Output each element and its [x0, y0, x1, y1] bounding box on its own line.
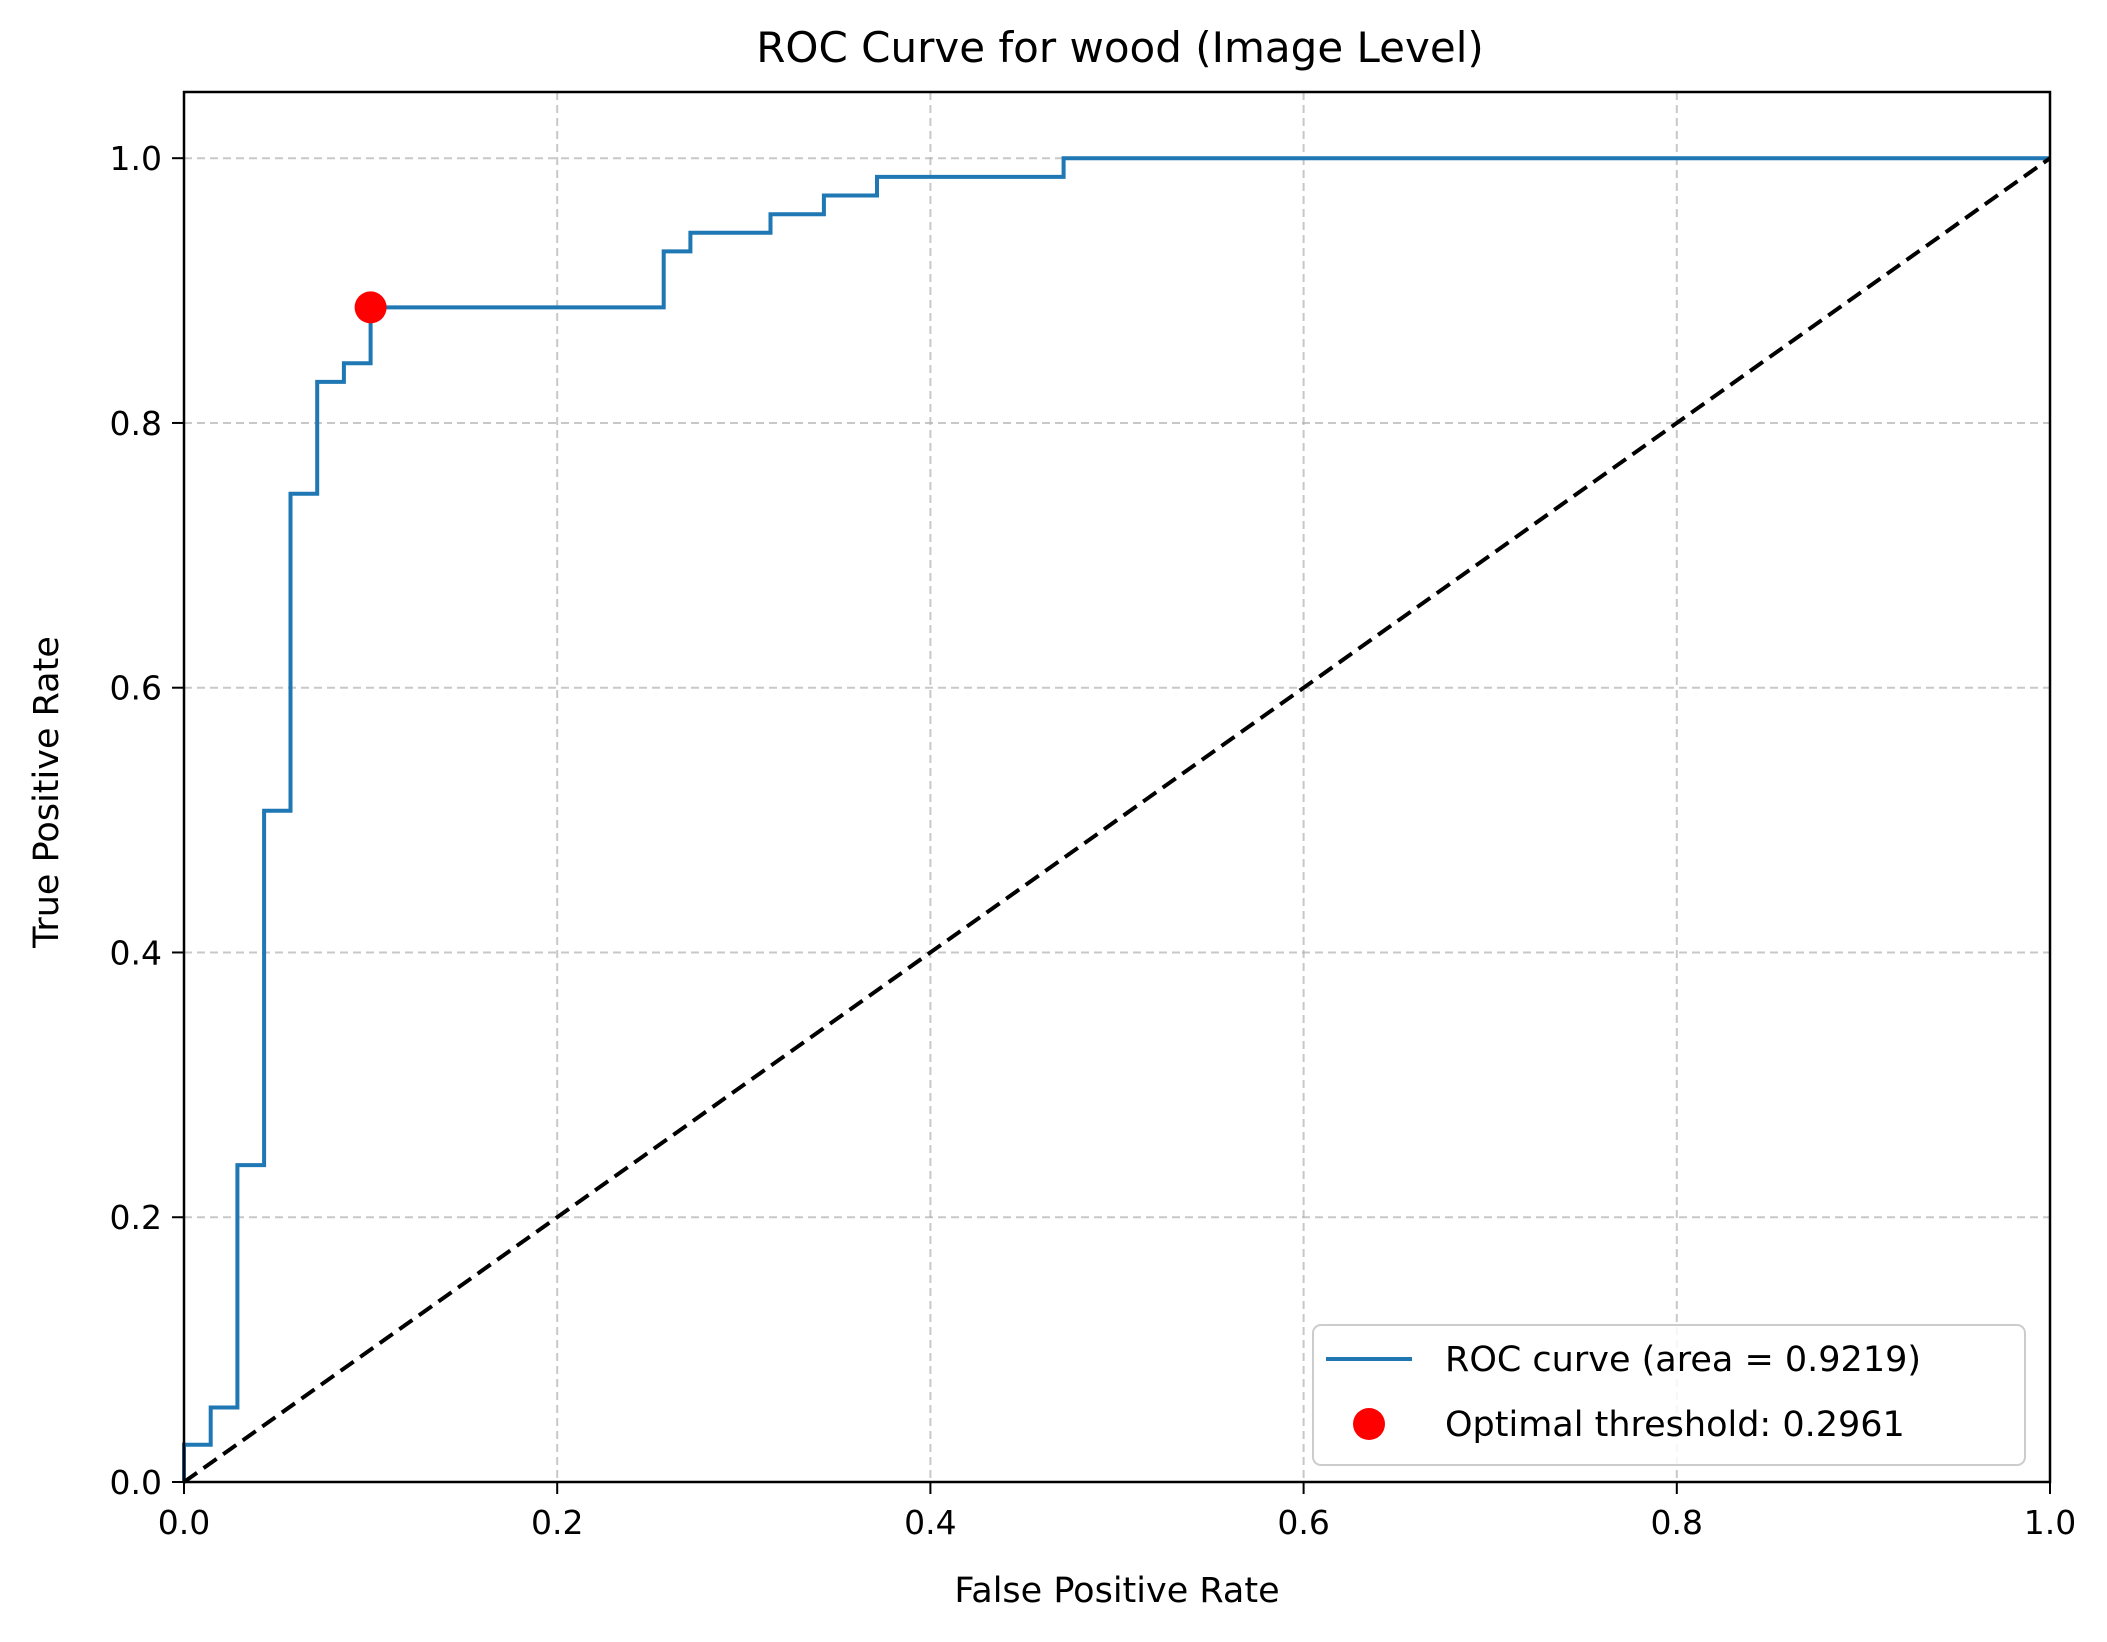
x-tick-label: 0.2	[531, 1503, 583, 1542]
plot-area: 0.0 0.2 0.4 0.6 0.8 1.0 0.0 0.2 0.4 0.6 0.8 1.0	[110, 90, 2076, 1542]
y-tick-label: 0.8	[110, 404, 162, 443]
x-tick-label: 1.0	[2024, 1503, 2076, 1542]
legend: ROC curve (area = 0.9219) Optimal thresh…	[1312, 1324, 2026, 1466]
y-tick-label: 0.4	[110, 933, 162, 972]
y-tick-label: 0.6	[110, 669, 162, 708]
x-tick-label: 0.6	[1277, 1503, 1329, 1542]
y-tick-label: 0.2	[110, 1198, 162, 1237]
y-tick-label: 0.0	[110, 1463, 162, 1502]
optimal-threshold-point	[354, 291, 387, 324]
x-tick-label: 0.0	[158, 1503, 210, 1542]
x-tick-label: 0.8	[1651, 1503, 1703, 1542]
axes-frame	[182, 90, 2052, 1484]
x-axis-label: False Positive Rate	[954, 1571, 1279, 1611]
y-tick-label: 1.0	[110, 139, 162, 178]
roc-curve-line	[182, 156, 2050, 1482]
chance-diagonal-line	[182, 156, 2052, 1484]
legend-box	[1312, 1324, 2026, 1466]
legend-optimal-label: Optimal threshold: 0.2961	[1445, 1405, 1905, 1445]
legend-optimal-marker-swatch	[1353, 1408, 1385, 1440]
chart-title: ROC Curve for wood (Image Level)	[756, 23, 1484, 72]
legend-roc-label: ROC curve (area = 0.9219)	[1445, 1340, 1921, 1380]
x-tick-label: 0.4	[904, 1503, 956, 1542]
y-axis-label: True Positive Rate	[27, 636, 67, 949]
